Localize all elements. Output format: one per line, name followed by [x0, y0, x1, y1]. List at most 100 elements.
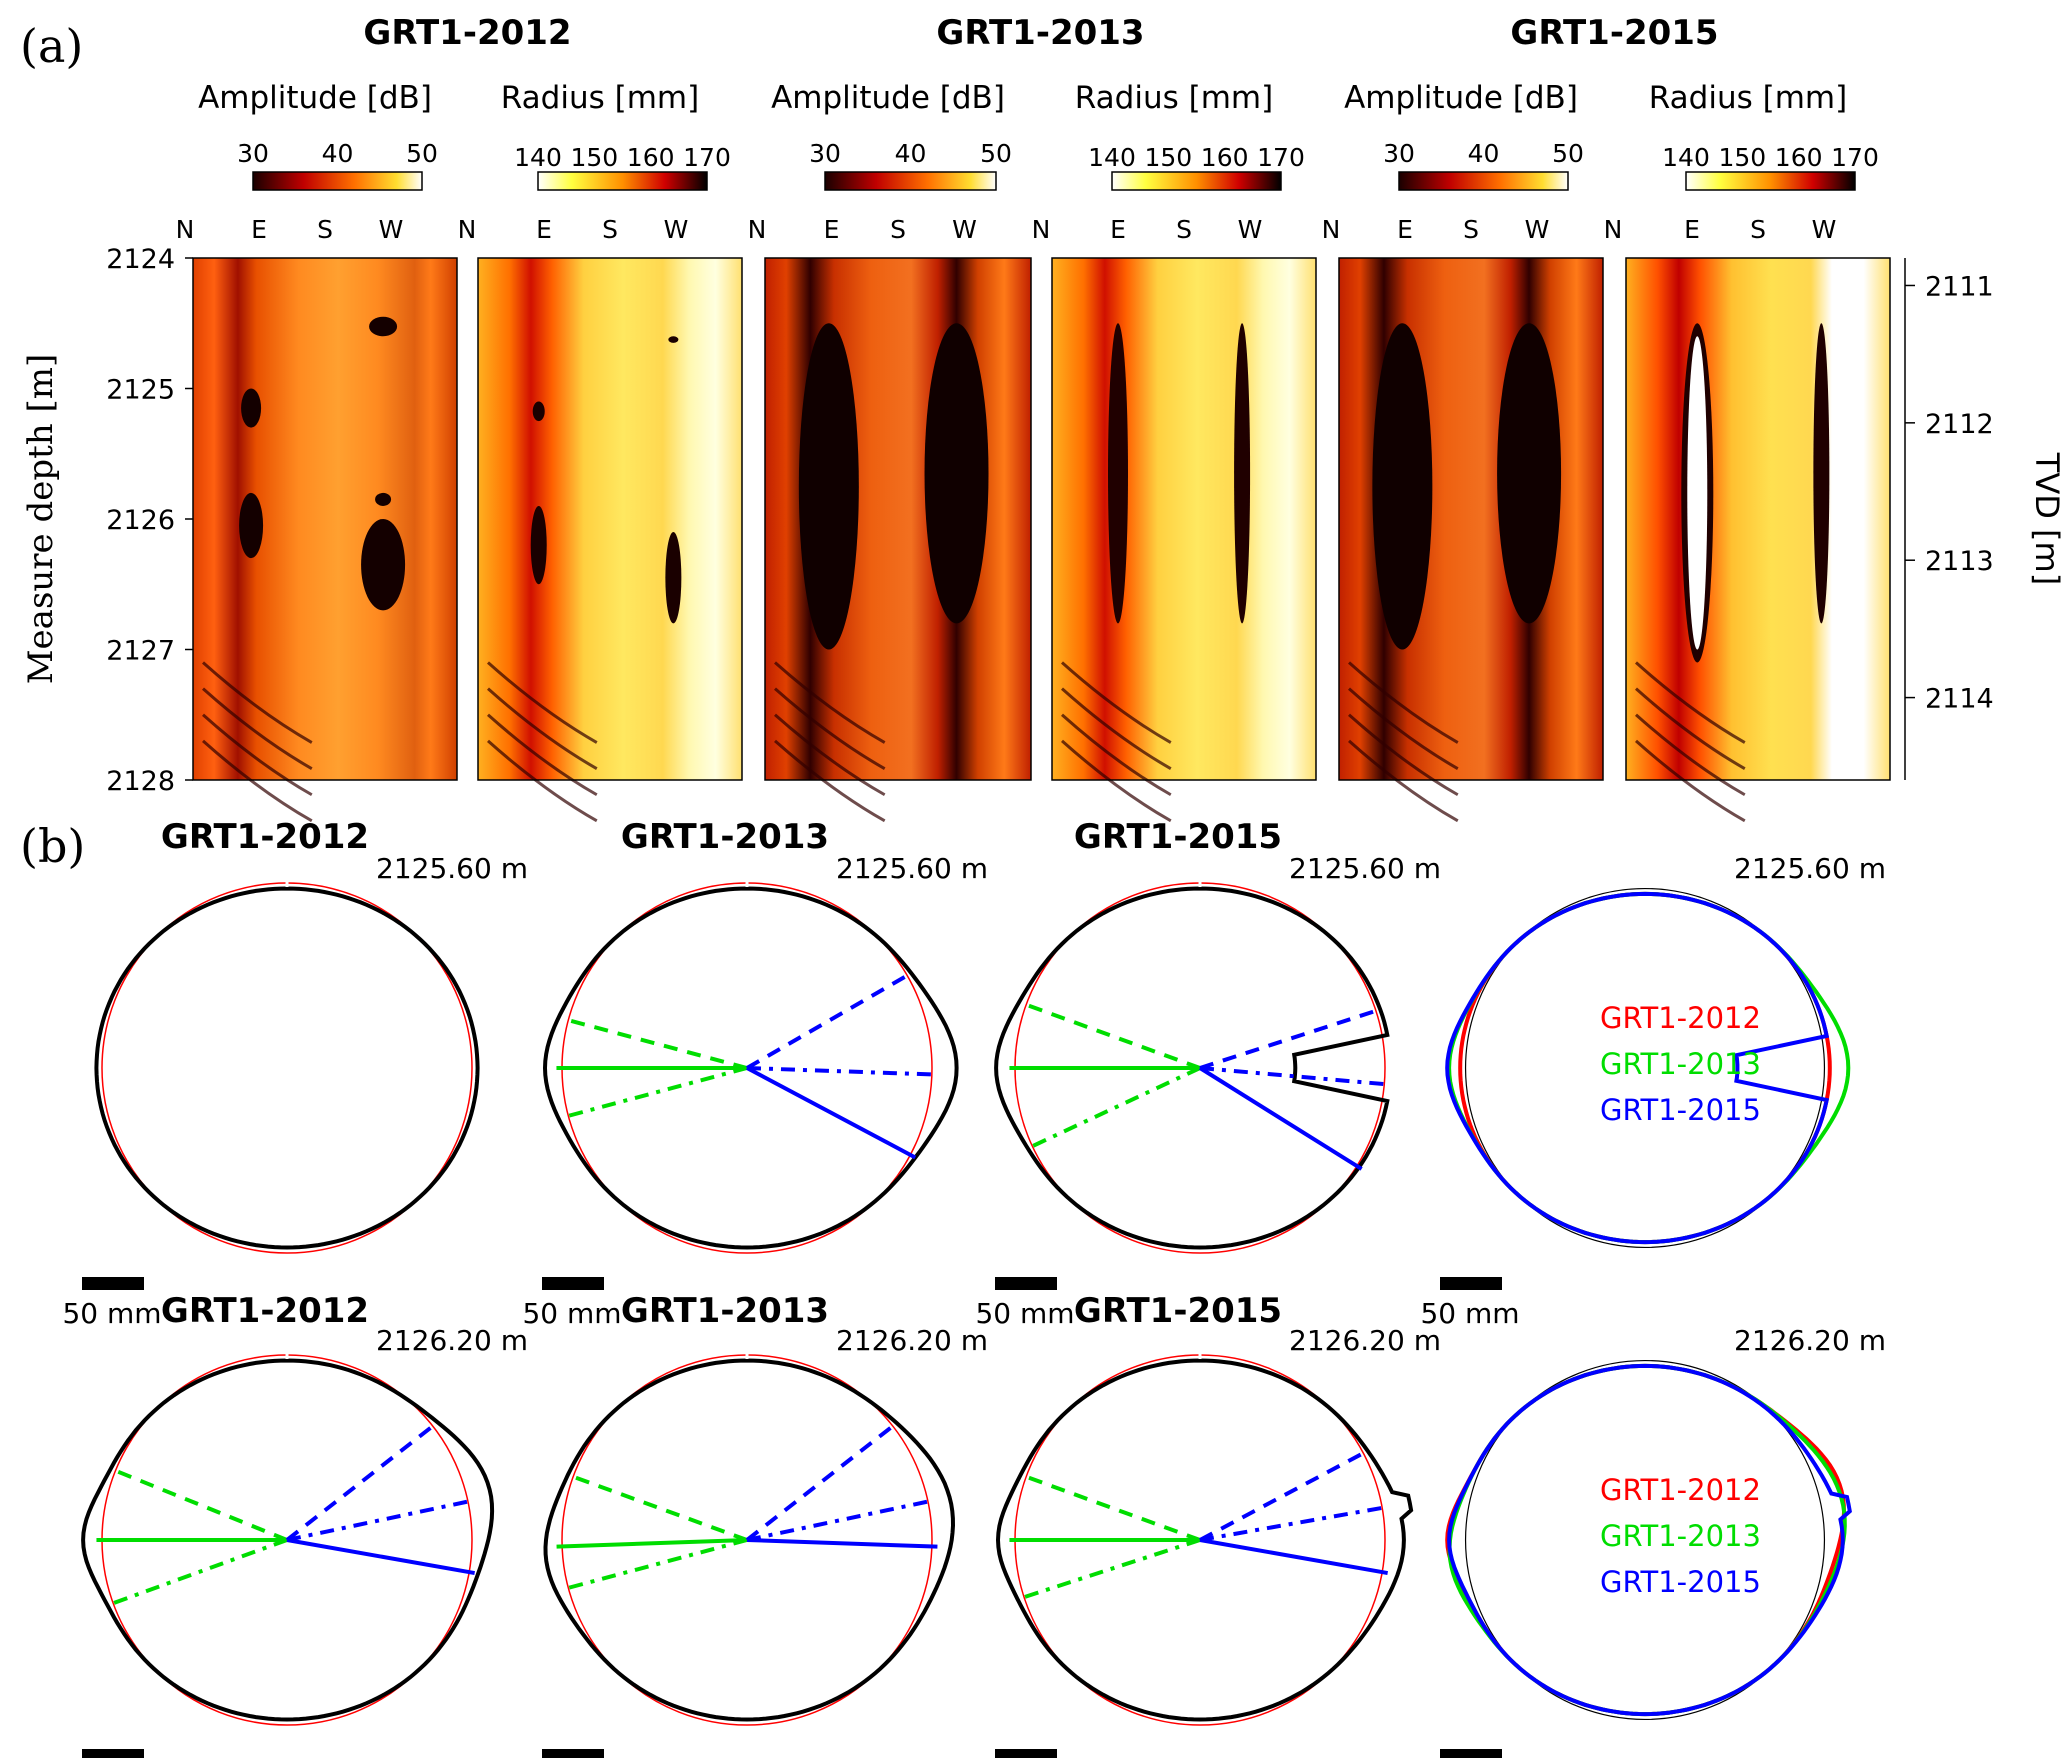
depth-label: 2126.20 m: [376, 1324, 528, 1357]
fracture-trace: [1348, 713, 1459, 797]
caliper-profile: [81, 1358, 495, 1722]
fracture-trace: [1348, 687, 1459, 770]
colorbar-tick-label: 40: [322, 139, 354, 168]
well-title: GRT1-2015: [1510, 13, 1718, 53]
log-image-radius: Radius [mm] 140 150 160 170 E S W: [477, 80, 743, 823]
compass-label: N: [748, 215, 767, 244]
breakout-line-east: [746, 1498, 934, 1542]
log-image-radius: Radius [mm] 140 150 160 170 E S W: [1051, 80, 1317, 823]
compass-label: E: [251, 215, 267, 244]
nominal-circle: [1464, 1359, 1826, 1721]
scale-bar: [542, 1277, 604, 1290]
caliper-plot: 2125.60 m GRT1-2012 GRT1-2013 GRT1-2015 50 m…: [1420, 852, 1886, 1330]
legend-entry: GRT1-2015: [1600, 1565, 1761, 1599]
y-tick-label: 2128: [106, 766, 175, 797]
plot-title: GRT1-2015: [1074, 817, 1282, 857]
breakout-zone: [361, 519, 406, 611]
fracture-trace: [487, 661, 598, 744]
breakout-line-east: [1199, 1504, 1389, 1542]
fracture-trace: [1348, 739, 1459, 823]
breakout-line-east: [745, 1421, 899, 1542]
colorbar: [537, 171, 708, 191]
fracture-trace: [1061, 661, 1172, 744]
scale-bar: [995, 1749, 1057, 1758]
panel-label-b: (b): [20, 819, 85, 873]
caliper-profile: [994, 886, 1390, 1250]
tvd-axis: 2111 2112 2113 2114 TVD [m]: [1904, 258, 2066, 780]
colorbar-title: Amplitude [dB]: [198, 80, 432, 116]
depth-label: 2126.20 m: [836, 1324, 988, 1357]
scale-bar-label: 50 mm: [522, 1297, 621, 1330]
colorbar-tick-label: 140: [1088, 143, 1136, 172]
breakout-line-east: [1198, 1066, 1363, 1171]
breakout-line-west: [562, 1016, 748, 1070]
y2-tick-label: 2113: [1925, 546, 1994, 577]
log-image-amplitude: Amplitude [dB] 30 40 50 N E S W N: [748, 80, 1050, 823]
breakout-line-east: [1199, 1066, 1390, 1087]
measured-depth-axis: 2124 2125 2126 2127 2128 Measure depth [m]: [21, 244, 193, 797]
scale-bar: [82, 1277, 144, 1290]
breakout-line-east: [1199, 1538, 1389, 1576]
depth-label: 2125.60 m: [1734, 852, 1886, 885]
fracture-trace: [1061, 739, 1172, 823]
well-title: GRT1-2013: [936, 13, 1144, 53]
image-frame: [1338, 257, 1604, 781]
legend-entry: GRT1-2015: [1600, 1093, 1761, 1127]
panel-a-image-logs: GRT1-2012 GRT1-2013 GRT1-2015 Amplitude [dB…: [21, 13, 2066, 823]
breakout-line-west: [1020, 1000, 1201, 1070]
compass-label: E: [536, 215, 552, 244]
colorbar: [1398, 171, 1569, 191]
compass-label: N: [458, 215, 477, 244]
y-tick-label: 2124: [106, 244, 175, 275]
scale-bar: [1440, 1277, 1502, 1290]
colorbar-tick-label: 150: [1144, 143, 1192, 172]
y-tick-label: 2127: [106, 636, 175, 667]
image-frame: [1625, 257, 1891, 781]
colorbar-tick-label: 140: [1662, 143, 1710, 172]
fracture-trace: [1061, 687, 1172, 770]
plot-title: GRT1-2012: [161, 817, 369, 857]
breakout-zone: [1813, 323, 1830, 624]
breakout-zone: [532, 401, 545, 422]
scale-bar: [542, 1749, 604, 1758]
breakout-zone: [668, 336, 679, 343]
overlay-profile: [1447, 1363, 1852, 1717]
compass-label: E: [1684, 215, 1700, 244]
compass-label: S: [890, 215, 906, 244]
colorbar-tick-label: 170: [1831, 143, 1879, 172]
scale-bar-label: 50 mm: [62, 1297, 161, 1330]
breakout-line-west: [556, 1538, 748, 1549]
breakout-zone: [369, 316, 398, 337]
breakout-zone: [239, 492, 264, 559]
colorbar-title: Radius [mm]: [1075, 80, 1273, 116]
colorbar-tick-label: 50: [1552, 139, 1584, 168]
image-frame: [764, 257, 1032, 781]
breakout-zone: [1234, 323, 1251, 624]
breakout-zone: [798, 323, 859, 650]
depth-label: 2126.20 m: [1289, 1324, 1441, 1357]
fracture-trace: [202, 713, 313, 797]
compass-label: W: [1525, 215, 1550, 244]
fracture-trace: [202, 687, 313, 770]
breakout-line-east: [1199, 1448, 1370, 1542]
y2-tick-label: 2111: [1925, 271, 1994, 302]
colorbar-title: Amplitude [dB]: [1344, 80, 1578, 116]
breakout-line-west: [562, 1538, 748, 1592]
compass-label: S: [1463, 215, 1479, 244]
image-background: [478, 258, 742, 780]
breakout-line-east: [285, 1421, 439, 1542]
scale-bar-label: 50 mm: [1420, 1297, 1519, 1330]
compass-label: W: [1238, 215, 1263, 244]
panel-label-a: (a): [20, 19, 83, 73]
breakout-zone: [1497, 323, 1562, 624]
scale-bar: [82, 1749, 144, 1758]
colorbar-title: Radius [mm]: [501, 80, 699, 116]
breakout-line-west: [1026, 1066, 1201, 1151]
breakout-line-west: [567, 1472, 748, 1542]
compass-label: S: [602, 215, 618, 244]
